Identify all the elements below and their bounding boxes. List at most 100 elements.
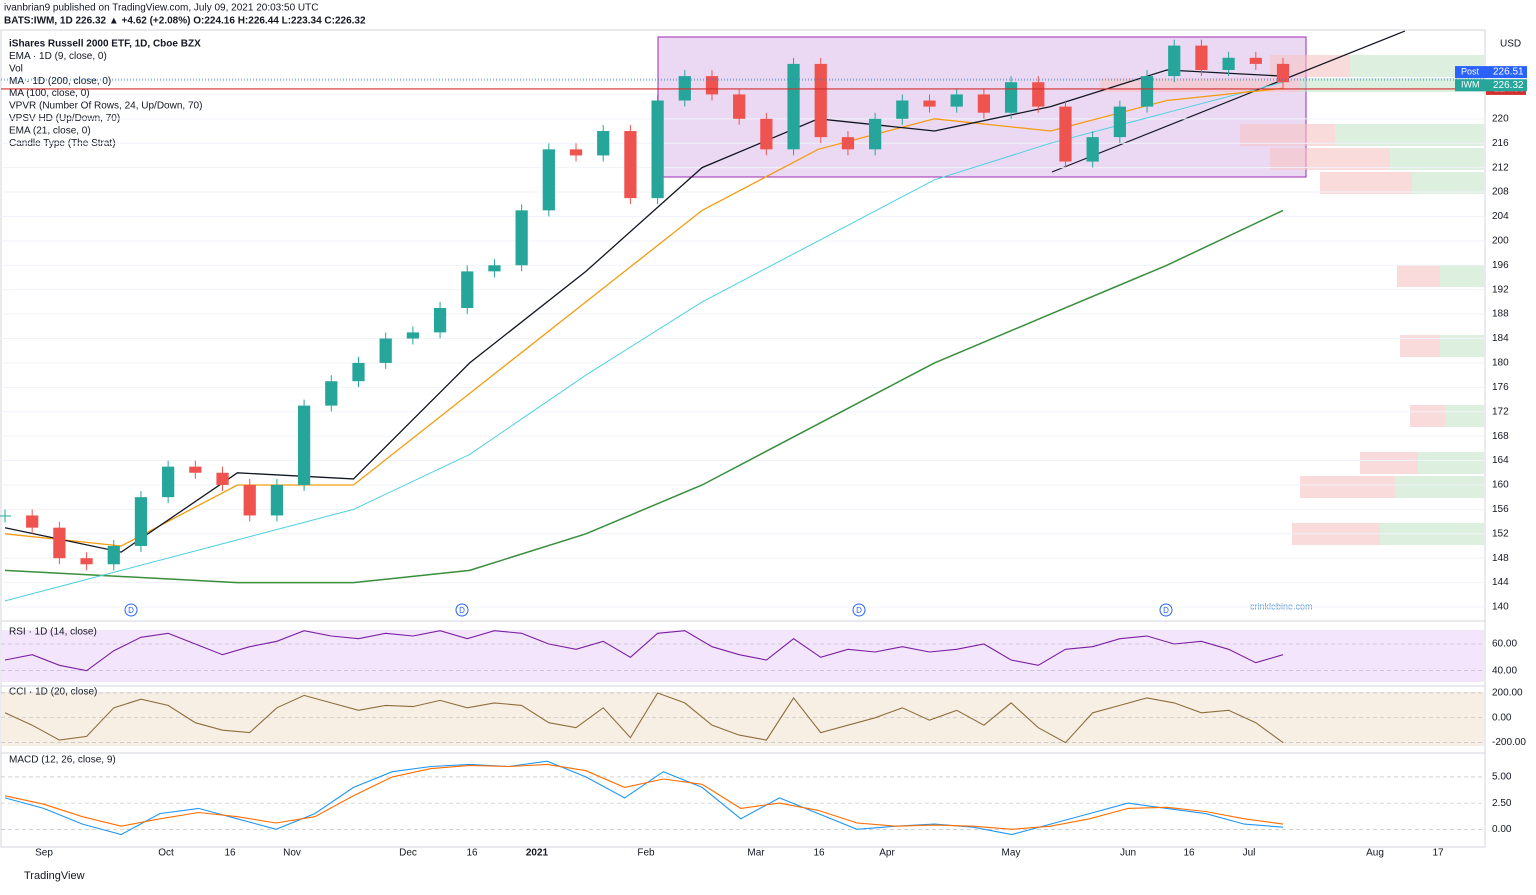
legend-item: MA · 1D (200, close, 0): [9, 76, 111, 87]
x-tick-label: Aug: [1366, 848, 1384, 859]
dividend-label: D: [1163, 606, 1169, 615]
candle: [297, 405, 311, 485]
last-label: 226.32: [1493, 80, 1524, 91]
candle: [325, 381, 338, 406]
x-tick-label: Sep: [35, 848, 53, 859]
currency: USD: [1500, 39, 1521, 50]
post-name: Post: [1461, 66, 1480, 76]
y-tick-label: 156: [1492, 504, 1509, 515]
last-name: IWM: [1461, 80, 1480, 90]
rsi-values: [4, 630, 1284, 672]
candle: [1140, 76, 1154, 107]
y-tick-label: 168: [1492, 431, 1509, 442]
candle: [0, 515, 12, 517]
x-tick-label: 16: [1183, 848, 1195, 859]
candle: [1032, 82, 1045, 107]
publisher: ivanbrian9 published on TradingView.com,…: [4, 3, 318, 14]
x-tick-label: Oct: [158, 848, 174, 859]
candle: [569, 149, 583, 156]
candle: [379, 338, 392, 363]
rsi-title: RSI · 1D (14, close): [9, 627, 97, 638]
legend-item: VPVR (Number Of Rows, 24, Up/Down, 70): [9, 101, 202, 112]
candle: [651, 100, 664, 199]
x-tick-label: 17: [1432, 848, 1444, 859]
x-tick-label: 2021: [526, 848, 549, 859]
x-tick-label: Jun: [1120, 848, 1136, 859]
cci-title: CCI · 1D (20, close): [9, 687, 97, 698]
y-tick-label: 200: [1492, 236, 1509, 247]
candle: [869, 118, 882, 150]
footer: TradingView: [24, 870, 85, 882]
legend-item: EMA (21, close, 0): [9, 125, 91, 136]
candle: [814, 63, 827, 138]
macd-macd_line: [4, 760, 1284, 836]
y-tick-label: 188: [1492, 309, 1509, 320]
candle: [1059, 106, 1072, 162]
candle: [433, 307, 447, 333]
candle: [162, 466, 175, 498]
candle: [1004, 82, 1018, 113]
y-tick-label: 2.50: [1492, 798, 1512, 809]
y-tick-label: 172: [1492, 406, 1509, 417]
y-tick-label: 184: [1492, 333, 1509, 344]
legend-item: EMA · 1D (9, close, 0): [9, 51, 107, 62]
candle: [80, 558, 93, 565]
y-tick-label: 140: [1492, 602, 1509, 613]
x-tick-label: May: [1002, 848, 1021, 859]
y-tick-label: 144: [1492, 577, 1509, 588]
post-label: 226.51: [1493, 67, 1524, 78]
candle: [270, 484, 284, 516]
candle: [1168, 45, 1181, 77]
candle: [787, 63, 800, 150]
candle: [923, 100, 936, 107]
candle: [1276, 63, 1290, 83]
y-tick-label: 208: [1492, 187, 1509, 198]
x-tick-label: Mar: [747, 848, 765, 859]
x-tick-label: Apr: [879, 848, 895, 859]
macd-signal_line: [4, 763, 1284, 830]
trend-line: [1051, 30, 1406, 173]
y-tick-label: 0.00: [1492, 712, 1512, 723]
y-tick-label: 160: [1492, 480, 1509, 491]
candle: [243, 484, 256, 516]
candle: [1222, 57, 1235, 70]
candle: [461, 271, 474, 308]
y-tick-label: 220: [1492, 113, 1509, 124]
y-tick-label: -200.00: [1492, 737, 1526, 748]
rsi-band: [1, 630, 1484, 682]
candle: [107, 545, 120, 565]
y-tick-label: 216: [1492, 138, 1509, 149]
candle: [26, 515, 39, 528]
candle: [352, 362, 365, 382]
candle: [841, 137, 855, 150]
legend-item: iShares Russell 2000 ETF, 1D, Cboe BZX: [9, 39, 201, 50]
candle: [896, 100, 909, 119]
ema9-line: [4, 69, 1284, 553]
y-tick-label: 0.00: [1492, 824, 1512, 835]
y-tick-label: 60.00: [1492, 639, 1517, 650]
candle: [760, 118, 773, 150]
candle: [733, 94, 746, 119]
candle: [977, 94, 991, 113]
x-tick-label: Nov: [283, 848, 301, 859]
macd-title: MACD (12, 26, close, 9): [9, 755, 116, 766]
x-tick-label: Jul: [1243, 848, 1256, 859]
watermark: crinklebine.com: [1250, 601, 1313, 611]
dividend-label: D: [128, 606, 134, 615]
y-tick-label: 196: [1492, 260, 1509, 271]
candle: [134, 497, 148, 546]
last-tag: [1455, 79, 1527, 92]
y-tick-label: 200.00: [1492, 688, 1523, 699]
quote: BATS:IWM, 1D 226.32 ▲ +4.62 (+2.08%) O:2…: [4, 16, 366, 27]
y-tick-label: 176: [1492, 382, 1509, 393]
dividend-label: D: [856, 606, 862, 615]
x-tick-label: 16: [466, 848, 478, 859]
candle: [1249, 57, 1262, 64]
candle: [1086, 137, 1099, 162]
x-tick-label: Feb: [637, 848, 655, 859]
y-tick-label: 204: [1492, 211, 1509, 222]
y-tick-label: 148: [1492, 553, 1509, 564]
candle: [678, 76, 691, 101]
